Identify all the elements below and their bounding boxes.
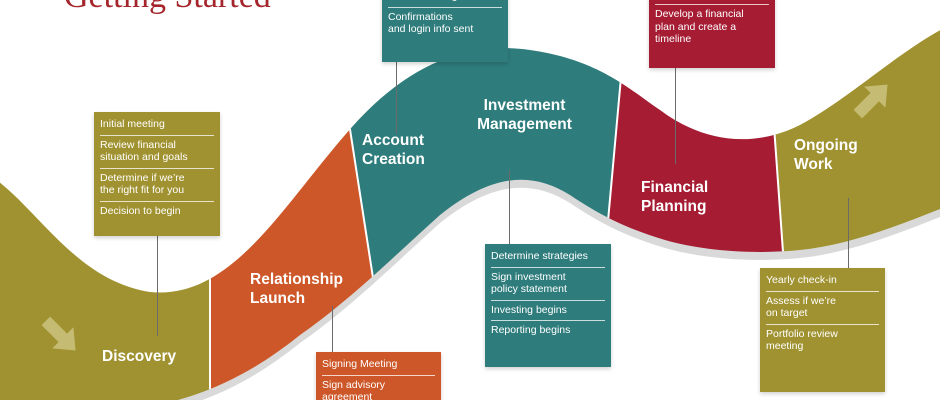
info-box-account-creation: Documents signed Confirmations and login… bbox=[382, 0, 508, 62]
connector-line bbox=[509, 170, 510, 244]
stage-label-relationship-launch: Relationship Launch bbox=[250, 271, 344, 307]
list-item: Confirmations and login info sent bbox=[388, 10, 474, 36]
list-item: Initial meeting bbox=[100, 115, 214, 136]
info-box-ongoing-work: Yearly check-in Assess if we’re on targe… bbox=[760, 268, 885, 392]
list-item: Determine if we’re the right fit for you bbox=[100, 169, 214, 202]
info-box-relationship-launch: Signing Meeting Sign advisory agreement bbox=[316, 352, 441, 400]
list-item: Sign advisory agreement bbox=[322, 378, 386, 400]
stage-label-financial-planning: Financial Planning bbox=[641, 179, 709, 215]
list-item: Documents signed bbox=[388, 0, 502, 8]
list-item: Sign investment policy statement bbox=[491, 268, 605, 301]
list-item: Assess if we’re on target bbox=[766, 292, 879, 325]
page-title: Getting Started bbox=[64, 0, 271, 16]
info-box-financial-planning: Develop a financial plan and create a ti… bbox=[649, 0, 775, 68]
list-item: Investing begins bbox=[491, 301, 605, 321]
connector-line bbox=[157, 236, 158, 336]
list-item: Reporting begins bbox=[491, 324, 571, 336]
connector-line bbox=[675, 68, 676, 164]
stage-label-discovery: Discovery bbox=[102, 348, 177, 365]
connector-line bbox=[332, 306, 333, 352]
stage-label-account-creation: Account Creation bbox=[362, 132, 425, 168]
list-item: Review financial situation and goals bbox=[100, 136, 214, 169]
stage-label-investment-management: Investment Management bbox=[477, 97, 572, 133]
list-item: Develop a financial plan and create a ti… bbox=[655, 8, 744, 45]
arrow-up-right-icon bbox=[853, 84, 888, 119]
list-item: Signing Meeting bbox=[322, 355, 435, 376]
arrow-down-right-icon bbox=[41, 316, 76, 351]
connector-line bbox=[396, 62, 397, 134]
list-item: Determine strategies bbox=[491, 247, 605, 268]
stage-label-ongoing-work: Ongoing Work bbox=[794, 137, 858, 173]
connector-line bbox=[848, 198, 849, 268]
info-box-discovery: Initial meeting Review financial situati… bbox=[94, 112, 220, 236]
list-item: Decision to begin bbox=[100, 204, 181, 217]
info-box-investment-management: Determine strategies Sign investment pol… bbox=[485, 244, 611, 367]
list-item: Yearly check-in bbox=[766, 271, 879, 292]
list-item: Portfolio review meeting bbox=[766, 327, 838, 353]
